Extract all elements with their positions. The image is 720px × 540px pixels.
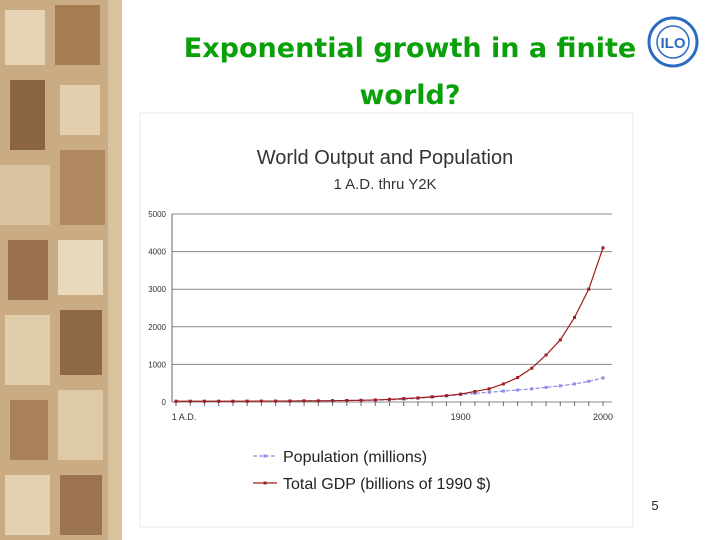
data-point (245, 399, 249, 403)
y-tick-label: 4000 (148, 248, 166, 257)
data-point (388, 397, 391, 401)
y-tick-label: 2000 (148, 323, 166, 332)
data-point (259, 399, 263, 403)
data-point (288, 399, 292, 403)
y-tick-label: 5000 (148, 210, 166, 219)
data-point (544, 353, 548, 357)
left-decoration (0, 0, 122, 540)
data-point (274, 399, 278, 403)
page-number: 5 (651, 498, 658, 513)
data-point (373, 398, 377, 402)
data-point (174, 399, 178, 403)
data-point (473, 391, 477, 395)
data-point (558, 338, 562, 342)
y-tick-label: 0 (162, 398, 167, 407)
data-point (544, 385, 548, 389)
data-point (459, 392, 463, 396)
data-point (359, 398, 363, 402)
data-point (501, 382, 505, 386)
data-point (558, 384, 562, 388)
x-tick-label: 1 A.D. (172, 412, 197, 422)
data-point (587, 287, 591, 291)
data-point (573, 382, 577, 386)
legend-marker (263, 454, 267, 458)
data-point (302, 399, 306, 403)
data-point (516, 388, 520, 392)
data-point (601, 376, 605, 380)
legend-label: Total GDP (billions of 1990 $) (283, 476, 491, 493)
data-point (473, 389, 477, 393)
data-point (444, 394, 448, 398)
data-point (530, 387, 534, 391)
data-point (231, 399, 235, 403)
legend-label: Population (millions) (283, 449, 427, 466)
svg-text:ILO: ILO (661, 35, 686, 52)
data-point (530, 366, 534, 370)
chart-panel (139, 112, 634, 528)
data-point (217, 399, 221, 403)
data-point (487, 387, 491, 391)
data-point (601, 246, 605, 250)
ilo-logo: ILO (647, 16, 699, 68)
data-point (501, 389, 505, 393)
data-point (587, 379, 591, 383)
data-point (430, 395, 434, 399)
x-tick-label: 1900 (451, 412, 471, 422)
chart-title: World Output and Population (257, 147, 513, 169)
data-point (202, 399, 206, 403)
slide-title: Exponential growth in a finite (184, 33, 636, 64)
data-point (516, 376, 520, 380)
data-point (188, 399, 192, 403)
x-tick-label: 2000 (593, 412, 613, 422)
chart-subtitle: 1 A.D. thru Y2K (333, 176, 436, 193)
legend-marker (263, 481, 267, 485)
data-point (316, 399, 320, 403)
data-point (345, 398, 349, 402)
slide-title: world? (359, 80, 460, 111)
data-point (487, 390, 491, 394)
data-point (416, 396, 420, 400)
y-tick-label: 1000 (148, 360, 166, 369)
data-point (402, 397, 406, 401)
y-tick-label: 3000 (148, 285, 166, 294)
data-point (331, 399, 335, 403)
data-point (573, 315, 577, 319)
